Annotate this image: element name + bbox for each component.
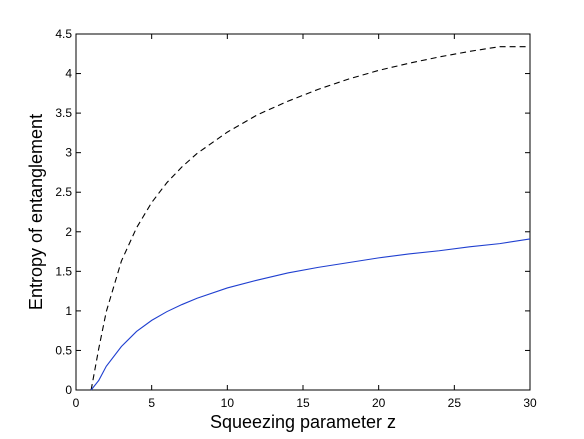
y-tick-label: 1.5	[55, 264, 72, 278]
x-tick-label: 0	[73, 396, 80, 410]
dashed-series-line	[90, 46, 530, 391]
y-tick-label: 4	[65, 67, 72, 81]
y-tick-label: 3	[65, 146, 72, 160]
y-tick-label: 4.5	[55, 27, 72, 41]
x-tick-label: 15	[296, 396, 310, 410]
axis-ticks: 0 5 10 15 20 25 30 0 0.5 1 1.5 2 2.5 3 3.5 4 4.5	[55, 27, 537, 410]
x-axis-label: Squeezing parameter z	[210, 412, 396, 432]
series-layer	[90, 46, 531, 391]
solid-series-line	[90, 238, 531, 391]
y-tick-label: 2.5	[55, 185, 72, 199]
y-tick-label: 2	[65, 225, 72, 239]
x-tick-label: 10	[221, 396, 235, 410]
plot-area	[75, 33, 531, 391]
x-tick-label: 5	[148, 396, 155, 410]
x-tick-label: 25	[448, 396, 462, 410]
y-axis-label: Entropy of entanglement	[26, 114, 46, 310]
y-tick-label: 1	[65, 304, 72, 318]
x-tick-label: 20	[372, 396, 386, 410]
y-tick-label: 3.5	[55, 106, 72, 120]
y-tick-label: 0.5	[55, 343, 72, 357]
x-tick-label: 30	[523, 396, 537, 410]
y-tick-label: 0	[65, 383, 72, 397]
